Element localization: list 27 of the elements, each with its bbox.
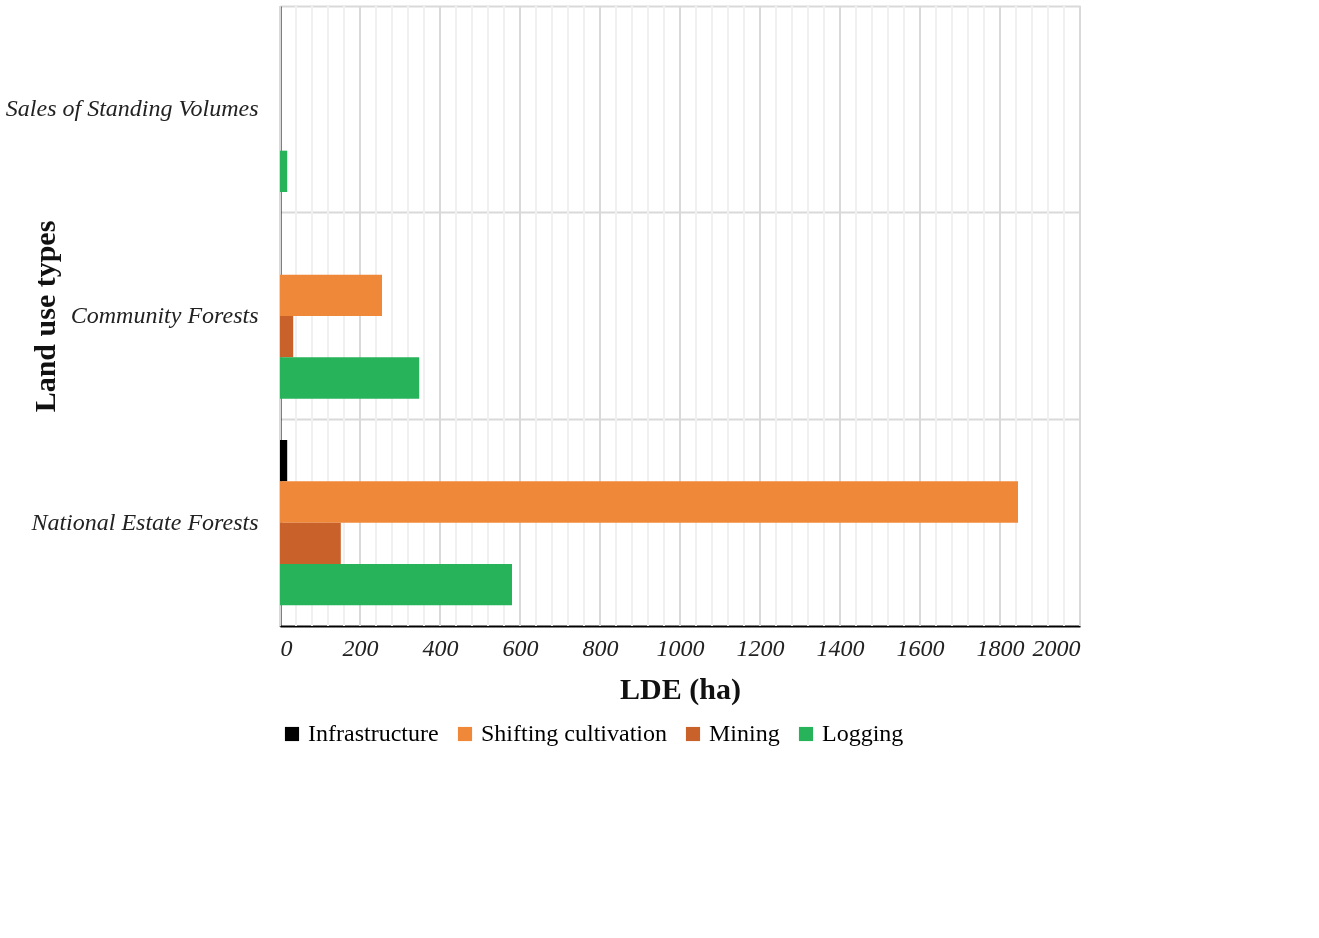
- bar: [280, 522, 341, 564]
- y-axis-title: Land use types: [27, 220, 61, 413]
- bar: [280, 357, 420, 399]
- y-tick-label: Community Forests: [70, 302, 259, 328]
- x-tick-label: 1000: [656, 634, 705, 661]
- x-tick-label: 1600: [896, 634, 945, 661]
- legend-label: Infrastructure: [308, 720, 439, 746]
- bar: [280, 150, 288, 192]
- x-tick-label: 2000: [1032, 634, 1081, 661]
- y-tick-label: National Estate Forests: [30, 508, 259, 535]
- x-tick-label: 800: [582, 634, 619, 661]
- x-axis-title: LDE (ha): [620, 671, 741, 706]
- bar: [280, 481, 1018, 523]
- x-tick-label: 400: [422, 634, 459, 661]
- legend-label: Logging: [822, 720, 904, 746]
- x-tick-label: 1200: [736, 634, 785, 661]
- x-tick-label: 0: [280, 634, 293, 661]
- bar: [280, 316, 294, 358]
- x-tick-label: 1800: [976, 634, 1025, 661]
- legend-label: Shifting cultivation: [481, 720, 667, 746]
- y-tick-label: Sales of Standing Volumes: [5, 95, 259, 122]
- bar: [280, 274, 382, 316]
- legend-label: Mining: [709, 720, 780, 746]
- x-tick-label: 600: [502, 634, 539, 661]
- bar: [280, 564, 512, 606]
- x-tick-label: 200: [342, 634, 379, 661]
- x-tick-label: 1400: [816, 634, 865, 661]
